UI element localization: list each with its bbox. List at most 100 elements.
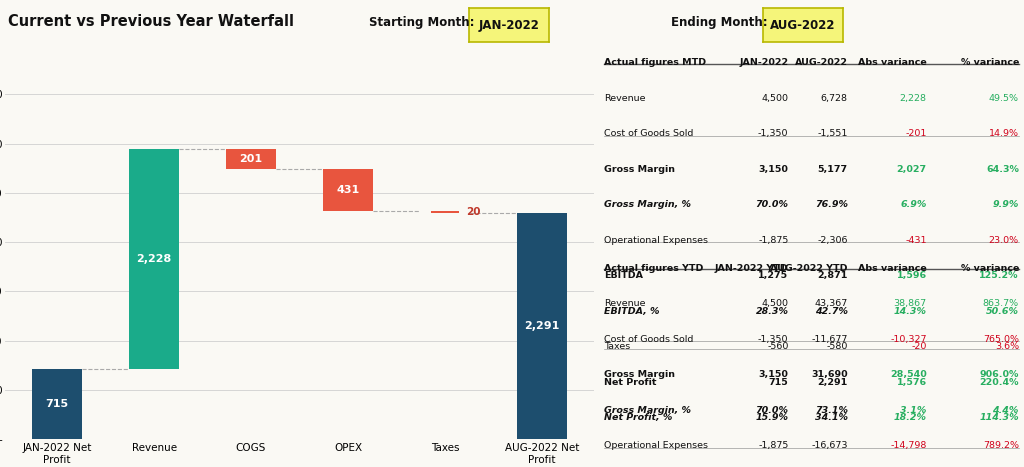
Text: 2,291: 2,291 — [817, 378, 848, 387]
Text: 14.9%: 14.9% — [989, 129, 1019, 138]
Text: Gross Margin: Gross Margin — [604, 370, 675, 379]
Text: 31,690: 31,690 — [811, 370, 848, 379]
Text: 34.1%: 34.1% — [815, 413, 848, 422]
Text: Abs variance: Abs variance — [858, 264, 927, 273]
Text: Actual figures MTD: Actual figures MTD — [604, 58, 707, 67]
Text: 28.3%: 28.3% — [756, 307, 788, 316]
Text: 42.7%: 42.7% — [815, 307, 848, 316]
Text: 70.0%: 70.0% — [756, 406, 788, 415]
Text: -20: -20 — [911, 342, 927, 351]
Text: 789.2%: 789.2% — [983, 441, 1019, 450]
Text: -10,327: -10,327 — [890, 335, 927, 344]
Text: -431: -431 — [905, 236, 927, 245]
Text: Current vs Previous Year Waterfall: Current vs Previous Year Waterfall — [8, 14, 294, 29]
Text: 2,871: 2,871 — [817, 271, 848, 280]
Text: Revenue: Revenue — [604, 94, 646, 103]
Text: -1,875: -1,875 — [758, 236, 788, 245]
Text: Abs variance: Abs variance — [858, 58, 927, 67]
Text: 5,177: 5,177 — [818, 165, 848, 174]
Text: Starting Month:: Starting Month: — [369, 16, 474, 29]
Text: 1,596: 1,596 — [897, 271, 927, 280]
Text: Operational Expenses: Operational Expenses — [604, 236, 709, 245]
Bar — [431, 212, 459, 213]
Text: 715: 715 — [45, 399, 69, 409]
Text: 3,150: 3,150 — [759, 370, 788, 379]
Text: -11,677: -11,677 — [811, 335, 848, 344]
Text: 15.9%: 15.9% — [756, 413, 788, 422]
Text: 431: 431 — [336, 185, 359, 195]
Text: 2,027: 2,027 — [897, 165, 927, 174]
Bar — [323, 169, 373, 212]
Text: AUG-2022: AUG-2022 — [770, 19, 836, 32]
Bar — [517, 213, 567, 439]
Bar — [129, 149, 179, 368]
Text: 715: 715 — [769, 378, 788, 387]
Text: 38,867: 38,867 — [894, 299, 927, 308]
Text: Cost of Goods Sold: Cost of Goods Sold — [604, 129, 693, 138]
Text: Operational Expenses: Operational Expenses — [604, 441, 709, 450]
Text: 73.1%: 73.1% — [815, 406, 848, 415]
Text: -1,350: -1,350 — [758, 129, 788, 138]
Text: Gross Margin, %: Gross Margin, % — [604, 406, 691, 415]
Text: 4.4%: 4.4% — [992, 406, 1019, 415]
Text: 6,728: 6,728 — [821, 94, 848, 103]
Text: 4,500: 4,500 — [762, 94, 788, 103]
Text: 2,291: 2,291 — [524, 321, 560, 331]
Text: Net Profit, %: Net Profit, % — [604, 413, 673, 422]
Text: Gross Margin, %: Gross Margin, % — [604, 200, 691, 209]
Text: -560: -560 — [767, 342, 788, 351]
Text: 1,576: 1,576 — [897, 378, 927, 387]
Bar — [32, 368, 82, 439]
Text: Cost of Goods Sold: Cost of Goods Sold — [604, 335, 693, 344]
Text: -16,673: -16,673 — [811, 441, 848, 450]
Text: 6.9%: 6.9% — [900, 200, 927, 209]
Text: 18.2%: 18.2% — [894, 413, 927, 422]
Text: 43,367: 43,367 — [815, 299, 848, 308]
Text: -1,350: -1,350 — [758, 335, 788, 344]
Text: 9.9%: 9.9% — [992, 200, 1019, 209]
Text: 2,228: 2,228 — [136, 254, 172, 264]
Text: 14.3%: 14.3% — [894, 307, 927, 316]
Text: -201: -201 — [905, 129, 927, 138]
Text: -1,551: -1,551 — [817, 129, 848, 138]
Text: Taxes: Taxes — [604, 342, 631, 351]
Text: 114.3%: 114.3% — [979, 413, 1019, 422]
Text: Actual figures YTD: Actual figures YTD — [604, 264, 703, 273]
Text: 64.3%: 64.3% — [986, 165, 1019, 174]
Text: Gross Margin: Gross Margin — [604, 165, 675, 174]
Text: 20: 20 — [466, 207, 481, 218]
Bar — [226, 149, 276, 169]
Text: 70.0%: 70.0% — [756, 200, 788, 209]
Text: EBITDA: EBITDA — [604, 271, 643, 280]
Text: 125.2%: 125.2% — [979, 271, 1019, 280]
Text: 2,228: 2,228 — [900, 94, 927, 103]
Text: % variance: % variance — [961, 264, 1019, 273]
Text: JAN-2022: JAN-2022 — [739, 58, 788, 67]
Text: % variance: % variance — [961, 58, 1019, 67]
Text: 906.0%: 906.0% — [980, 370, 1019, 379]
Text: 863.7%: 863.7% — [983, 299, 1019, 308]
Text: 1,275: 1,275 — [759, 271, 788, 280]
Text: -14,798: -14,798 — [890, 441, 927, 450]
Text: AUG-2022: AUG-2022 — [795, 58, 848, 67]
Text: 3.1%: 3.1% — [900, 406, 927, 415]
Text: EBITDA, %: EBITDA, % — [604, 307, 659, 316]
Text: 50.6%: 50.6% — [986, 307, 1019, 316]
Text: 4,500: 4,500 — [762, 299, 788, 308]
Text: -2,306: -2,306 — [817, 236, 848, 245]
Text: JAN-2022: JAN-2022 — [478, 19, 540, 32]
Text: 3.6%: 3.6% — [994, 342, 1019, 351]
Text: -580: -580 — [826, 342, 848, 351]
Text: Net Profit: Net Profit — [604, 378, 656, 387]
Text: -1,875: -1,875 — [758, 441, 788, 450]
Text: 201: 201 — [240, 154, 262, 164]
Text: 3,150: 3,150 — [759, 165, 788, 174]
Text: 765.0%: 765.0% — [983, 335, 1019, 344]
Text: 49.5%: 49.5% — [989, 94, 1019, 103]
Text: 23.0%: 23.0% — [989, 236, 1019, 245]
Text: AUG-2022 YTD: AUG-2022 YTD — [770, 264, 848, 273]
Text: 76.9%: 76.9% — [815, 200, 848, 209]
Text: 220.4%: 220.4% — [979, 378, 1019, 387]
Text: 28,540: 28,540 — [890, 370, 927, 379]
Text: Revenue: Revenue — [604, 299, 646, 308]
